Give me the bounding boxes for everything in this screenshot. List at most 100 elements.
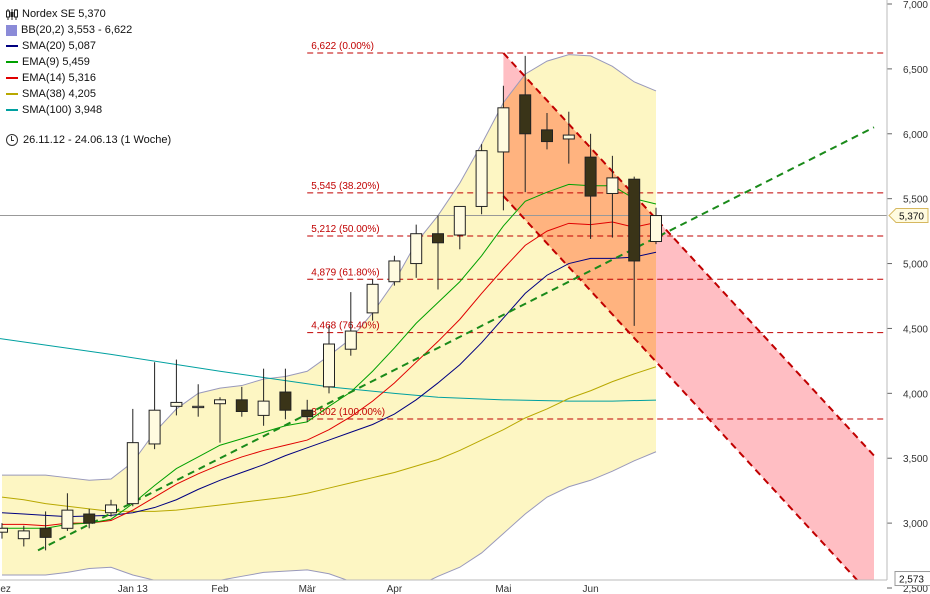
bollinger-band-fill <box>2 54 656 580</box>
legend-label: EMA(9) 5,459 <box>22 56 90 68</box>
legend-swatch <box>6 77 18 79</box>
low-tag <box>894 571 930 587</box>
legend-label: SMA(20) 5,087 <box>22 40 96 52</box>
candle <box>17 525 30 547</box>
legend-swatch <box>6 61 18 63</box>
candle <box>497 85 510 211</box>
legend-swatch <box>6 24 17 36</box>
legend-label: SMA(38) 4,205 <box>22 88 96 100</box>
fib-level-label: 6,622 (0.00%) <box>311 41 374 52</box>
candle-body-up <box>650 215 662 242</box>
candle <box>323 325 335 394</box>
legend-item: BB(20,2) 3,553 - 6,622 <box>6 22 132 38</box>
candle <box>61 493 74 531</box>
legend-title-row: Nordex SE 5,370 <box>6 6 132 22</box>
price-tag-label: 5,370 <box>899 212 924 223</box>
legend-label: EMA(14) 5,316 <box>22 72 96 84</box>
plot-area: 6,622 (0.00%) 5,545 (38.20%) 5,212 (50.00%… <box>0 41 887 580</box>
y-tick-label: 5,500 <box>903 195 928 206</box>
y-tick-label: 4,500 <box>903 324 928 335</box>
candle <box>126 408 139 507</box>
legend-item: SMA(20) 5,087 <box>6 38 132 54</box>
candle <box>388 255 401 286</box>
legend-label: SMA(100) 3,948 <box>22 104 103 116</box>
candle <box>584 133 597 239</box>
candle-body-up <box>105 504 117 514</box>
candle <box>39 511 52 551</box>
candle <box>432 215 444 290</box>
candle-body-up <box>606 177 619 194</box>
support-trend-line <box>37 126 875 552</box>
candle-body-up <box>497 107 510 153</box>
x-month-label: Feb <box>211 584 229 594</box>
fib-level-label: 5,212 (50.00%) <box>311 224 379 235</box>
candle-body-up <box>562 134 575 140</box>
candle <box>562 111 575 164</box>
candlestick-icon <box>6 8 18 20</box>
candle-body-down <box>519 94 532 135</box>
clock-icon <box>6 134 18 146</box>
candle <box>105 499 117 517</box>
candle <box>192 384 205 417</box>
y-tick-label: 4,000 <box>903 389 928 400</box>
candle-body-up <box>126 442 139 505</box>
candle-body-down <box>628 178 641 262</box>
candle-body-up <box>170 401 183 407</box>
y-tick-label: 3,000 <box>903 519 928 530</box>
x-month-label: Dez <box>0 584 11 594</box>
chart-legend: Nordex SE 5,370 BB(20,2) 3,553 - 6,622 SM… <box>6 6 132 118</box>
x-month-label: Mär <box>299 584 317 594</box>
y-tick-label: 6,500 <box>903 65 928 76</box>
bollinger-lower-line <box>2 451 657 580</box>
period-text: 26.11.12 - 24.06.13 (1 Woche) <box>23 134 172 146</box>
candle-body-up <box>17 530 30 540</box>
ema14-line <box>2 221 657 527</box>
candle-body-up <box>410 233 423 265</box>
candle-body-up <box>148 409 161 445</box>
candle-body-down <box>83 513 96 524</box>
legend-item: EMA(14) 5,316 <box>6 70 132 86</box>
candle-body-down <box>235 399 248 413</box>
fib-level-label: 5,545 (38.20%) <box>311 181 379 192</box>
legend-swatch <box>6 93 18 95</box>
candle-body-up <box>257 400 270 416</box>
legend-item: EMA(9) 5,459 <box>6 54 132 70</box>
legend-swatch <box>6 109 18 111</box>
candle <box>344 292 357 356</box>
ema9-line <box>2 183 657 529</box>
candle-body-up <box>475 150 488 207</box>
candle <box>279 368 292 420</box>
candle-body-up <box>0 527 8 533</box>
legend-title: Nordex SE 5,370 <box>22 8 106 20</box>
x-month-label: Jan 13 <box>118 584 148 594</box>
candle <box>366 279 379 321</box>
candle-body-down <box>301 409 314 418</box>
candle <box>650 207 662 245</box>
candle-body-down <box>39 527 52 538</box>
y-tick-label: 2,500 <box>903 584 928 594</box>
candle <box>301 399 314 422</box>
price-tag <box>888 208 929 224</box>
candle <box>628 176 641 326</box>
candle <box>410 224 423 278</box>
period-label: 26.11.12 - 24.06.13 (1 Woche) <box>6 134 171 146</box>
y-tick-label: 6,000 <box>903 130 928 141</box>
candle <box>214 397 226 443</box>
sma100-line <box>0 338 657 402</box>
candle <box>606 155 619 238</box>
x-month-label: Jun <box>583 584 599 594</box>
candle-body-up <box>214 399 226 405</box>
candle-body-down <box>584 156 597 197</box>
legend-item: SMA(38) 4,205 <box>6 86 132 102</box>
y-tick-label: 7,000 <box>903 0 928 11</box>
candle <box>519 55 532 193</box>
candle-body-up <box>366 283 379 314</box>
candle-body-up <box>61 509 74 529</box>
candle <box>148 362 161 450</box>
candle <box>170 359 183 416</box>
candle <box>0 523 8 539</box>
candle-body-up <box>344 330 357 350</box>
fib-level-label: 4,468 (76.40%) <box>311 321 379 332</box>
candle <box>83 508 96 529</box>
